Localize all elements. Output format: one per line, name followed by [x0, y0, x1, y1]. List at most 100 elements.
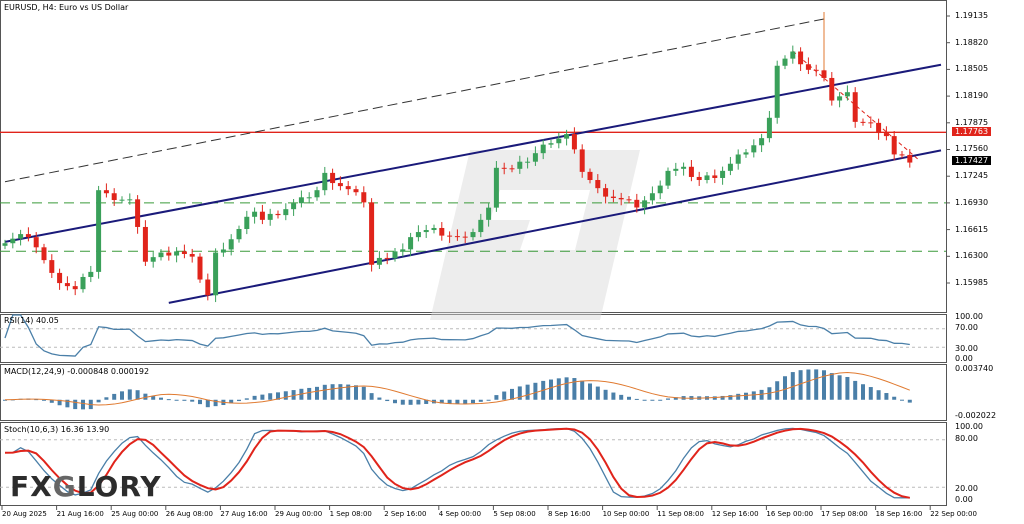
macd-bar [346, 384, 351, 400]
macd-bar [447, 399, 452, 404]
candle-body [2, 243, 8, 246]
price-tick: 1.18190 [955, 91, 989, 101]
candle-body [891, 136, 897, 155]
macd-bar [478, 399, 483, 402]
macd-signal-line [4, 372, 910, 406]
candle-body [852, 92, 858, 122]
candle-body [907, 154, 913, 163]
macd-bar [408, 399, 413, 405]
candle-body [322, 172, 328, 191]
macd-bar [486, 399, 491, 401]
time-tick: 1 Sep 08:00 [329, 510, 372, 518]
macd-bar [837, 375, 842, 400]
macd-bar [57, 399, 62, 406]
stoch-d-line [4, 427, 910, 499]
candle-body [626, 199, 632, 201]
macd-bar [494, 395, 499, 400]
channel-upper-line [4, 63, 942, 243]
candle-body [439, 227, 445, 236]
candle-body [252, 211, 258, 217]
rsi-tick: 30.00 [955, 344, 978, 353]
macd-bar [260, 394, 265, 400]
macd-bar [42, 399, 46, 401]
price-tick: 1.15985 [955, 277, 989, 287]
macd-bar [892, 396, 897, 400]
macd-bar [728, 395, 733, 400]
macd-bar [322, 384, 327, 400]
candle-body [462, 236, 468, 238]
current-price-tag: 1.17427 [952, 155, 992, 165]
price-tick: 1.19135 [955, 11, 989, 20]
macd-tick: -0.002022 [955, 411, 997, 420]
candle-body [119, 199, 125, 201]
candle-body [470, 232, 476, 238]
macd-bar [471, 399, 475, 404]
macd-bar [3, 399, 7, 401]
macd-bar [751, 391, 756, 400]
stoch-tick: 20.00 [955, 484, 978, 493]
chart-title: EURUSD, H4: Euro vs US Dollar [4, 3, 129, 12]
candle-body [41, 247, 47, 261]
candle-body [228, 239, 234, 250]
candle-body [525, 161, 531, 163]
macd-bar [572, 378, 577, 400]
rsi-tick: 70.00 [955, 323, 978, 332]
candle-body [532, 153, 538, 162]
candle-body [96, 190, 102, 272]
time-tick: 26 Aug 08:00 [165, 510, 213, 518]
macd-bar [229, 399, 234, 404]
macd-bar [151, 396, 156, 400]
macd-bar [190, 399, 195, 402]
price-tick: 1.16615 [955, 224, 989, 234]
price-tick: 1.16300 [955, 251, 989, 261]
macd-bar [627, 396, 631, 400]
candle-body [361, 192, 367, 203]
candle-body [642, 200, 648, 208]
macd-bar [845, 376, 850, 400]
candle-body [174, 251, 180, 256]
candle-body [267, 213, 273, 220]
channel-lower-line [168, 149, 942, 304]
macd-bar [525, 384, 530, 400]
candle-body [306, 197, 312, 199]
candle-body [64, 283, 70, 287]
candle-body [883, 133, 889, 137]
macd-bar [112, 393, 117, 400]
rsi-line [4, 314, 910, 357]
candle-body [743, 152, 749, 155]
macd-bar [338, 384, 343, 400]
macd-bar [775, 381, 780, 400]
candle-body [766, 117, 772, 139]
candle-body [829, 77, 835, 101]
candle-body [213, 252, 219, 296]
candle-body [727, 163, 733, 171]
macd-bar [876, 390, 881, 400]
macd-bar [900, 399, 904, 401]
candle-body [634, 199, 640, 208]
time-tick: 22 Sep 00:00 [930, 510, 977, 518]
macd-bar [744, 392, 748, 400]
macd-bar [673, 397, 678, 400]
candle-body [298, 197, 304, 204]
candle-body [291, 203, 297, 210]
macd-bar [65, 399, 70, 408]
macd-bar [439, 399, 444, 404]
macd-bar [198, 399, 202, 405]
main-panel-frame [0, 0, 947, 313]
macd-bar [34, 399, 39, 401]
macd-bar [205, 399, 210, 408]
macd-bar [603, 389, 608, 400]
candle-body [704, 175, 710, 181]
macd-bar [510, 388, 514, 400]
candle-body [696, 176, 702, 181]
candle-body [197, 256, 203, 280]
macd-bar [159, 397, 163, 400]
candle-body [673, 168, 679, 171]
macd-bar [104, 397, 109, 400]
stoch-panel-frame [0, 422, 947, 506]
candle-body [821, 70, 827, 78]
candle-body [571, 134, 577, 150]
rsi-label: RSI(14) 40.05 [4, 316, 59, 325]
macd-bar [642, 399, 647, 401]
